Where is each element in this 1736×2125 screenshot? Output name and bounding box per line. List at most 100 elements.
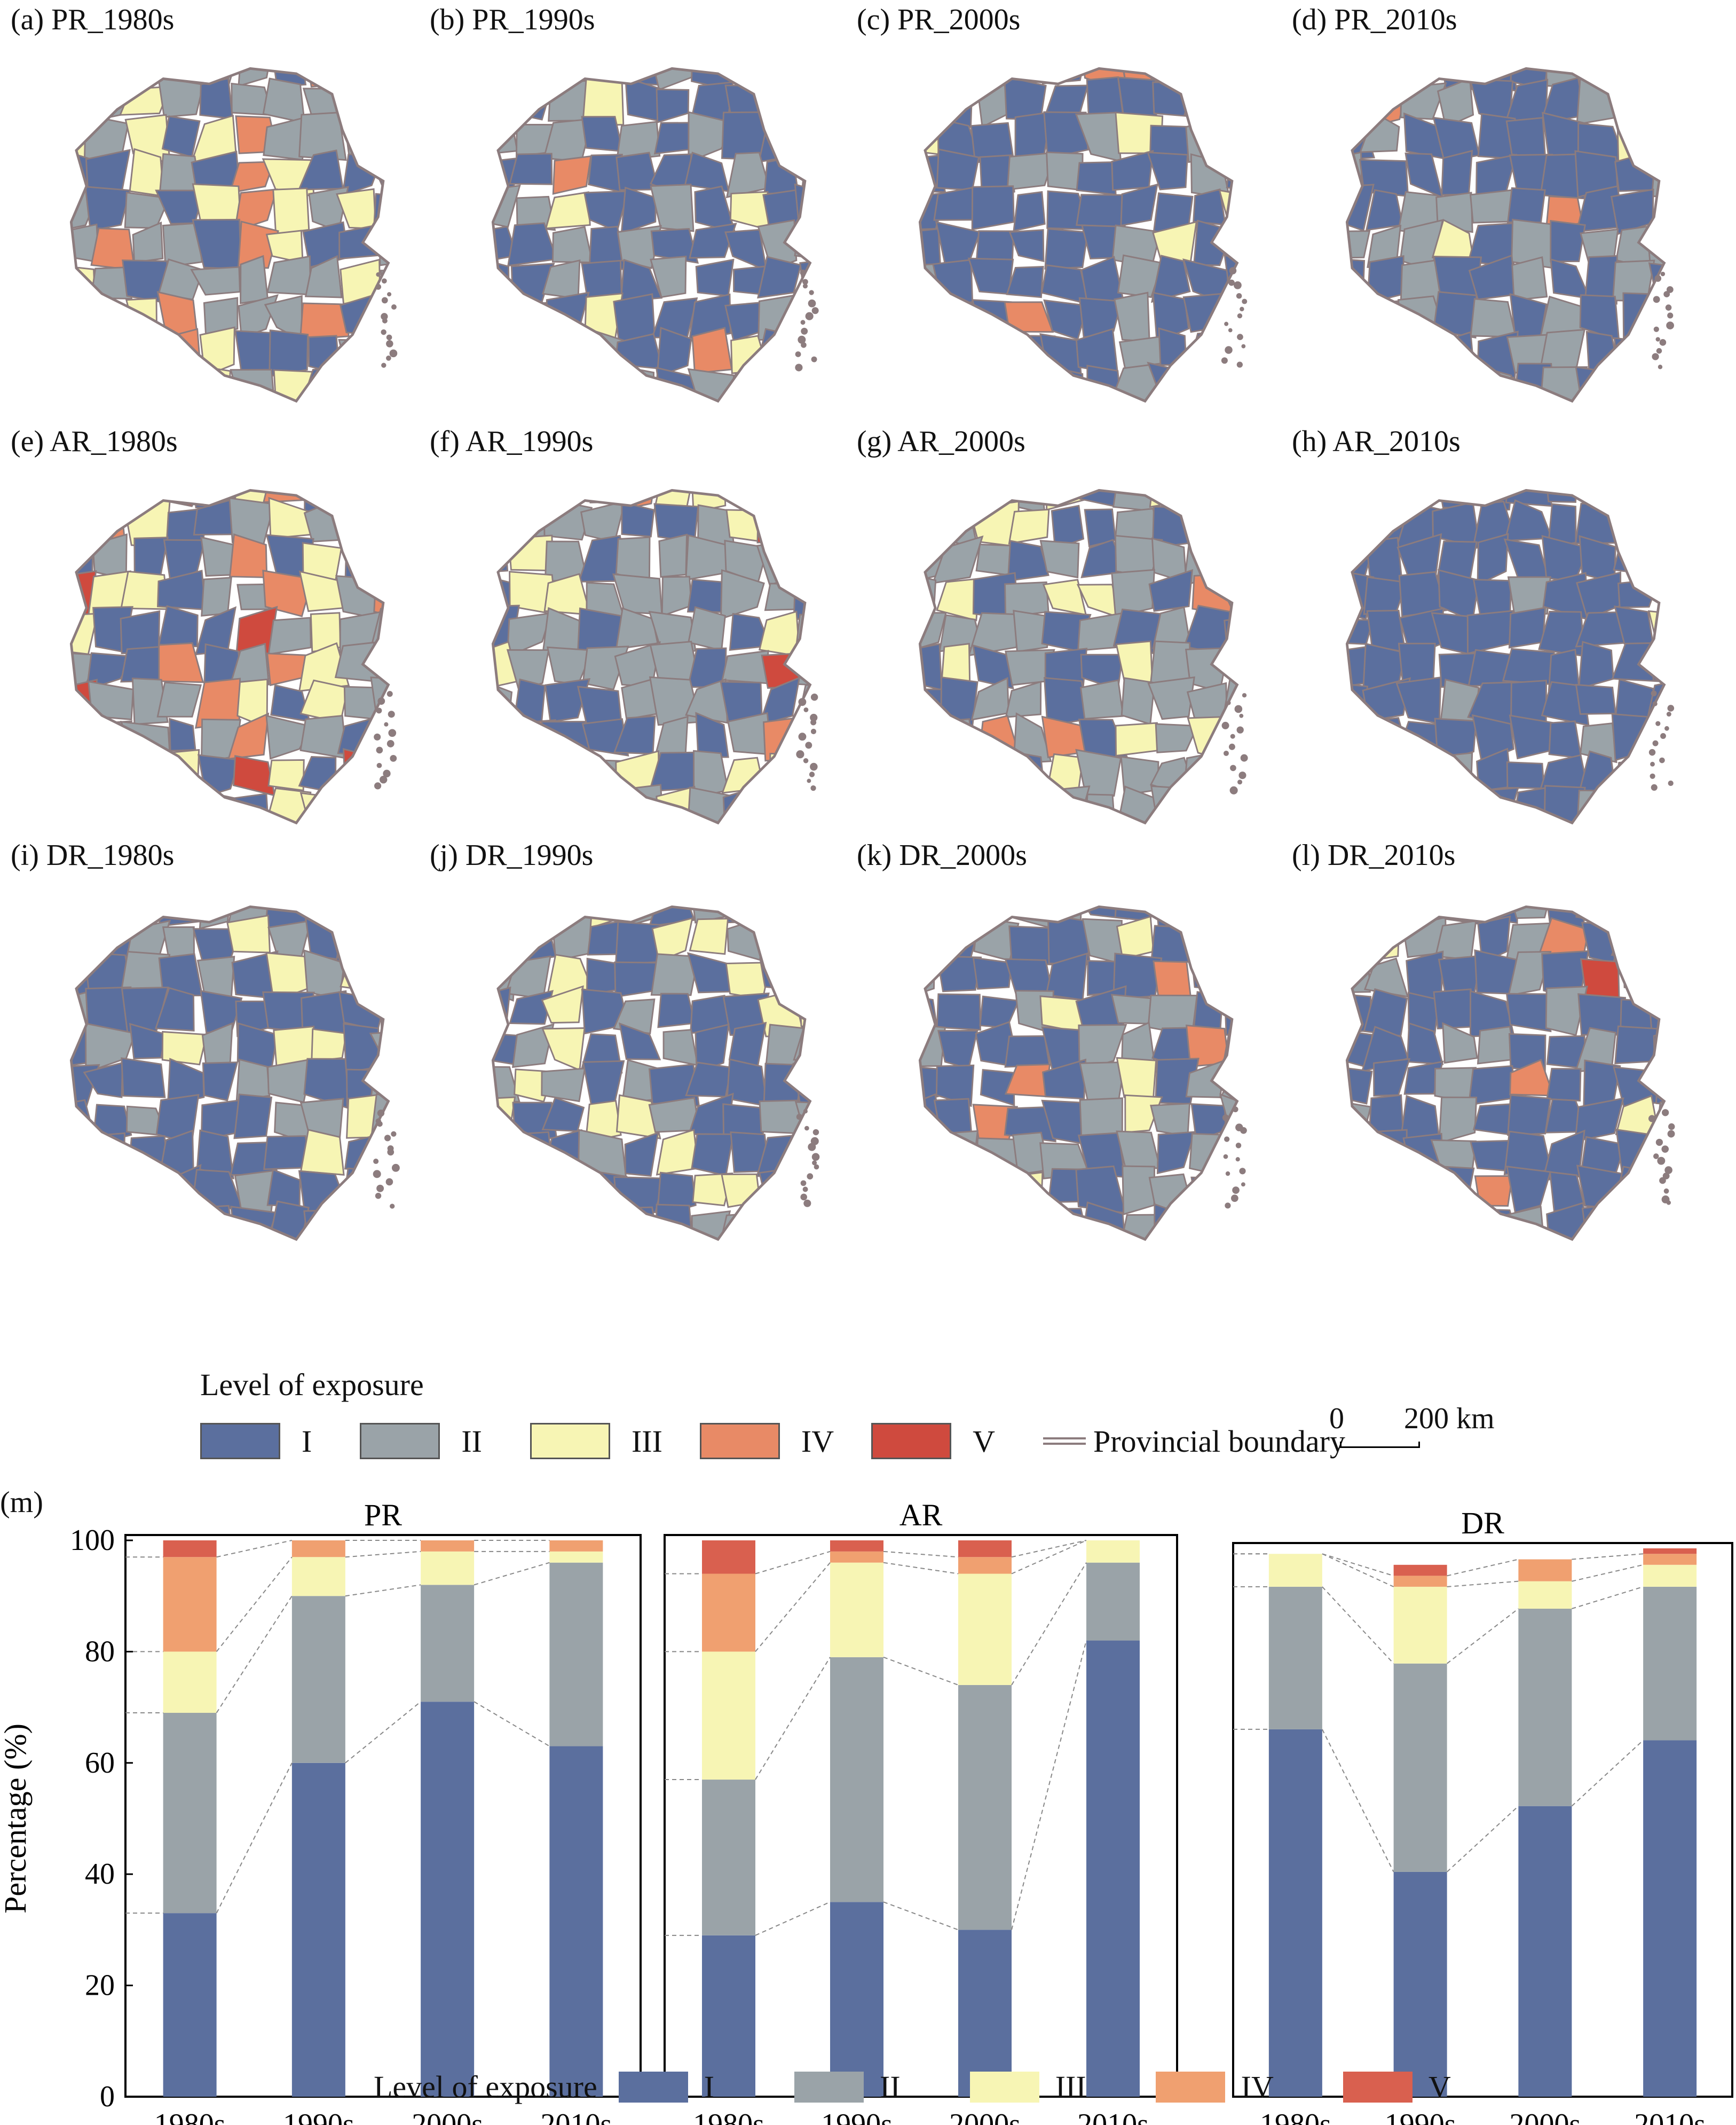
- map-region: [233, 1093, 273, 1139]
- scale-bar-line: [1340, 1442, 1420, 1448]
- map-region: [1044, 228, 1089, 270]
- map-region: [920, 717, 945, 758]
- map-region: [756, 328, 801, 370]
- map-region: [1367, 255, 1404, 304]
- map-region: [1659, 504, 1664, 547]
- island: [381, 278, 387, 284]
- connector-line: [883, 1656, 959, 1686]
- island: [1666, 1200, 1671, 1205]
- map-region: [936, 148, 980, 191]
- map-region: [1112, 405, 1157, 416]
- island: [1667, 1130, 1675, 1138]
- map-region: [84, 824, 135, 838]
- map-region: [1194, 366, 1232, 402]
- x-tick-label: 2000s: [412, 2108, 483, 2125]
- island: [795, 364, 803, 372]
- map-region: [71, 755, 97, 799]
- connector-line: [755, 1562, 831, 1652]
- bar-DR-1990s-III: [1393, 1586, 1447, 1664]
- island: [798, 335, 806, 344]
- map-region: [511, 831, 556, 838]
- map-region: [1007, 540, 1050, 582]
- chart-legend: Level of exposure I II III IV V: [374, 2069, 1451, 2105]
- map-outline: [918, 489, 1239, 825]
- map-region: [375, 830, 418, 838]
- map-region: [1620, 501, 1663, 547]
- map-region: [1539, 822, 1589, 823]
- map-region: [757, 256, 802, 299]
- map-region: [1229, 755, 1237, 788]
- map-region: [1224, 537, 1237, 583]
- island: [1660, 733, 1666, 739]
- map-outline: [491, 905, 812, 1241]
- map-region: [1505, 117, 1546, 160]
- connector-line: [1447, 1559, 1519, 1577]
- map-region: [616, 121, 661, 162]
- island: [376, 746, 383, 754]
- map-region: [540, 330, 593, 371]
- map-region: [757, 111, 799, 163]
- map-region: [343, 1243, 375, 1255]
- map-region: [1347, 499, 1372, 547]
- island: [1223, 1154, 1228, 1159]
- map-region: [620, 404, 658, 416]
- map-region: [1396, 68, 1437, 83]
- map-region: [1220, 501, 1237, 549]
- x-tick-label: 1980s: [1260, 2108, 1331, 2125]
- island: [803, 1109, 808, 1114]
- map-region: [493, 490, 519, 514]
- map-region: [384, 785, 389, 823]
- map-region: [1004, 581, 1050, 618]
- map-region: [1477, 915, 1511, 964]
- map-region: [1050, 365, 1084, 402]
- chart-frame-AR: [664, 1534, 1178, 2098]
- map-region: [493, 68, 513, 86]
- connector-line: [1011, 1640, 1087, 1930]
- island: [802, 284, 808, 289]
- map-region: [1584, 255, 1618, 305]
- map-region: [373, 490, 389, 514]
- map-region: [1006, 265, 1044, 298]
- boundary-line-icon: [1043, 1437, 1086, 1445]
- map-region: [974, 327, 1015, 377]
- map-region: [1363, 916, 1400, 963]
- bar-PR-1980s-I: [163, 1913, 217, 2097]
- map-region: [932, 535, 984, 584]
- island: [390, 1203, 395, 1209]
- bar-AR-2000s-I: [958, 1930, 1012, 2097]
- map-region: [1227, 490, 1237, 508]
- map-region: [1612, 785, 1652, 823]
- map-region: [1437, 77, 1474, 129]
- map-region: [1550, 219, 1586, 263]
- map-region: [1347, 330, 1374, 377]
- map-region: [1347, 68, 1366, 81]
- map-region: [1008, 399, 1051, 402]
- connector-line: [1322, 1553, 1394, 1577]
- map-region: [920, 328, 948, 379]
- map-region: [132, 221, 164, 263]
- connector-line: [1572, 1586, 1644, 1609]
- map-region: [920, 374, 947, 402]
- map-region: [727, 828, 764, 838]
- map-region: [1042, 1247, 1088, 1255]
- map-region: [1580, 958, 1620, 1001]
- map-region: [1005, 680, 1042, 718]
- island: [1667, 312, 1674, 319]
- island: [387, 1148, 394, 1156]
- map-region: [1612, 490, 1657, 510]
- map-region: [1647, 77, 1664, 125]
- map-region: [1041, 68, 1090, 85]
- island: [812, 1129, 819, 1136]
- map-region: [650, 228, 699, 264]
- map-region: [370, 152, 389, 191]
- map-region: [304, 907, 349, 921]
- map-region: [1004, 1035, 1051, 1068]
- chart-legend-label-III: III: [1055, 2069, 1086, 2104]
- map-region: [920, 1131, 944, 1182]
- map-region: [1347, 78, 1371, 128]
- map-region: [130, 403, 163, 416]
- chart-legend-label-I: I: [704, 2069, 715, 2104]
- map-region: [303, 1209, 350, 1240]
- map-region: [1507, 1094, 1552, 1136]
- map-region: [616, 1206, 660, 1240]
